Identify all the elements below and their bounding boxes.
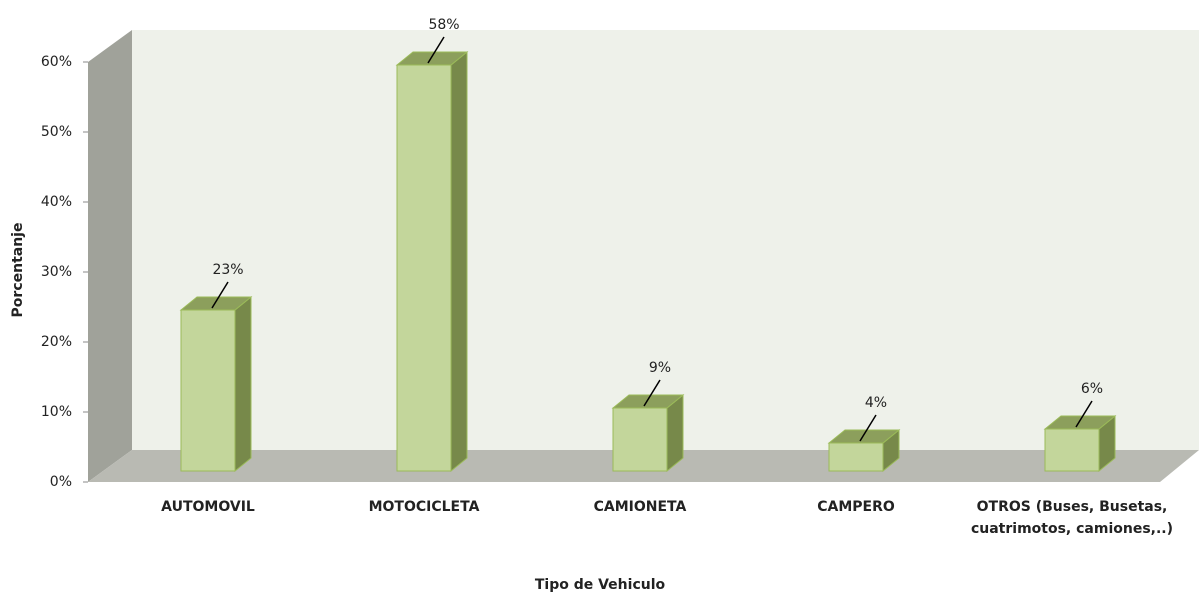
y-tick-label: 40%	[41, 194, 72, 210]
leader-line	[427, 36, 445, 64]
bar-side	[234, 295, 252, 473]
bar	[827, 428, 901, 473]
y-tick-label: 20%	[41, 334, 72, 350]
bar-front	[396, 64, 452, 472]
value-label: 23%	[212, 262, 243, 278]
y-tick-label: 60%	[41, 54, 72, 70]
bar-front	[180, 309, 236, 472]
back-wall	[132, 30, 1199, 450]
bar-front	[828, 442, 884, 472]
bar	[611, 393, 685, 473]
x-tick-label: CAMPERO	[817, 499, 895, 515]
value-label: 9%	[649, 360, 671, 376]
y-axis-title: Porcentanje	[10, 223, 26, 318]
x-tick-label: CAMIONETA	[593, 499, 687, 515]
y-tick-label: 30%	[41, 264, 72, 280]
bar-side	[450, 50, 468, 473]
leader-line	[643, 379, 661, 407]
bar-front	[1044, 428, 1100, 472]
bar	[395, 50, 469, 473]
y-tick-label: 10%	[41, 404, 72, 420]
value-label: 6%	[1081, 381, 1103, 397]
bar	[1043, 414, 1117, 473]
side-wall	[88, 30, 132, 482]
leader-line	[1075, 400, 1093, 428]
x-axis-title: Tipo de Vehiculo	[535, 577, 666, 593]
x-tick-label: MOTOCICLETA	[368, 499, 480, 515]
bar	[179, 295, 253, 473]
x-tick-label: AUTOMOVIL	[161, 499, 255, 515]
x-tick-label: OTROS (Buses, Busetas, cuatrimotos, cami…	[970, 499, 1174, 537]
leader-line	[211, 281, 229, 309]
value-label: 58%	[428, 17, 459, 33]
y-tick-label: 0%	[50, 474, 72, 490]
value-label: 4%	[865, 395, 887, 411]
y-tick-label: 50%	[41, 124, 72, 140]
leader-line	[859, 414, 877, 442]
bar-front	[612, 407, 668, 472]
